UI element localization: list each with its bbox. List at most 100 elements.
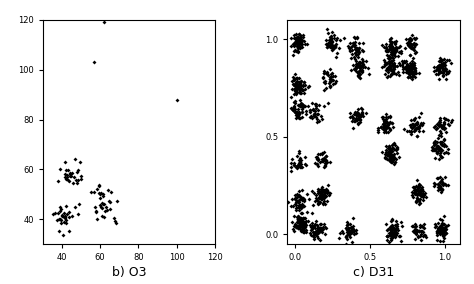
Point [398, 49, 405, 54]
Point [381, 155, 389, 160]
Point [406, 66, 413, 71]
Point [353, 64, 361, 69]
Point [293, 110, 301, 114]
Point [294, 217, 301, 222]
Point [319, 75, 327, 80]
Point [387, 227, 395, 231]
Point [313, 229, 321, 233]
Point [389, 45, 396, 50]
Point [287, 161, 294, 165]
Point [309, 226, 316, 231]
Point [382, 120, 389, 124]
Point [299, 201, 306, 206]
Point [350, 67, 358, 72]
Point [304, 85, 311, 89]
Point [438, 140, 445, 145]
Point [408, 69, 416, 74]
Point [333, 37, 340, 42]
Point [419, 230, 426, 234]
Point [392, 232, 399, 236]
Point [383, 61, 391, 65]
Point [437, 178, 444, 183]
Point [293, 87, 301, 91]
Point [319, 226, 327, 231]
Point [386, 66, 393, 70]
Point [300, 84, 307, 88]
Point [384, 66, 392, 70]
Point [434, 229, 441, 233]
Point [317, 187, 325, 191]
Point [294, 106, 302, 111]
Point [388, 47, 396, 51]
Point [409, 59, 416, 63]
Point [295, 160, 302, 165]
Point [311, 230, 319, 234]
Point [294, 200, 302, 204]
Point [405, 36, 412, 41]
Point [387, 68, 395, 72]
Point [411, 126, 419, 131]
Point [350, 232, 357, 236]
Point [392, 50, 399, 54]
Point [385, 125, 393, 130]
Point [388, 43, 396, 48]
Point [409, 122, 417, 126]
Point [408, 45, 415, 50]
Point [296, 160, 304, 164]
Point [441, 226, 448, 230]
Point [312, 219, 320, 224]
Point [409, 33, 416, 38]
Point [438, 179, 446, 184]
Point [387, 46, 395, 51]
Point [293, 214, 301, 219]
Point [389, 226, 396, 231]
Point [442, 150, 450, 154]
Point [299, 203, 306, 207]
Point [295, 194, 302, 199]
Point [396, 44, 404, 49]
Point [356, 40, 363, 45]
Point [438, 218, 446, 223]
Point [292, 81, 300, 85]
Point [295, 149, 303, 153]
Point [411, 68, 419, 73]
Point [298, 83, 305, 87]
Point [353, 227, 360, 232]
Point [296, 40, 304, 45]
Point [443, 183, 450, 187]
Point [430, 147, 438, 152]
Point [314, 157, 321, 162]
Point [299, 110, 306, 115]
Point [414, 234, 422, 239]
Point [354, 61, 362, 66]
Point [295, 83, 303, 88]
Point [416, 122, 424, 127]
Point [417, 182, 424, 187]
Point [386, 227, 394, 231]
Point [434, 144, 441, 148]
Point [293, 193, 301, 198]
Point [300, 103, 307, 107]
Point [441, 174, 448, 179]
Point [377, 125, 385, 129]
Point [413, 121, 420, 125]
Point [57, 207, 65, 212]
Point [388, 145, 396, 150]
Point [383, 66, 391, 71]
Point [346, 235, 354, 240]
Point [384, 115, 392, 120]
Point [311, 221, 319, 226]
Point [301, 198, 308, 202]
Point [292, 198, 300, 203]
Point [411, 65, 419, 70]
Point [422, 235, 430, 239]
Point [434, 72, 441, 76]
Point [432, 141, 439, 146]
Point [433, 176, 440, 180]
Point [353, 116, 360, 120]
Point [293, 76, 301, 81]
Point [328, 46, 336, 51]
Point [359, 41, 366, 45]
Point [320, 192, 328, 197]
Point [293, 165, 301, 170]
